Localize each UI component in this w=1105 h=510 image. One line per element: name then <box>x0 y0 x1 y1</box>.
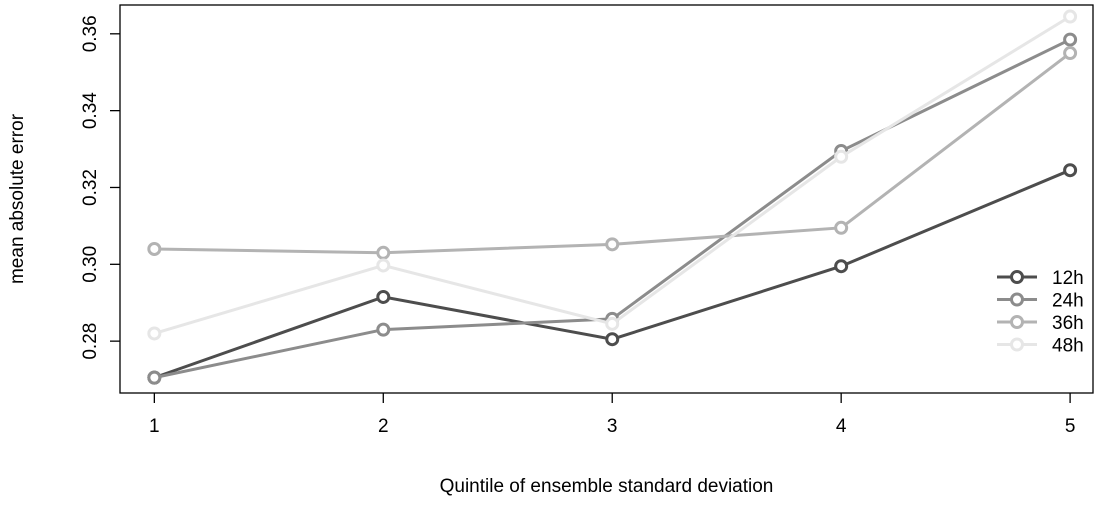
legend-label-48h: 48h <box>1052 336 1084 357</box>
series-line-48h <box>153 15 1071 335</box>
data-point-48h <box>376 258 391 273</box>
legend-marker-48h <box>1010 337 1024 352</box>
data-point-36h <box>376 245 391 260</box>
x-tick-label: 1 <box>149 416 160 437</box>
x-tick-label: 2 <box>378 416 389 437</box>
y-tick-label: 0.34 <box>80 92 101 129</box>
data-point-36h <box>1063 46 1078 61</box>
plot-area: 1 2 3 4 5 0.28 0.30 0.32 0.34 0.36 <box>80 4 1094 437</box>
series-line-12h <box>153 168 1071 380</box>
legend-label-24h: 24h <box>1052 291 1084 312</box>
series-line-36h <box>154 51 1072 255</box>
legend-marker-24h <box>1010 292 1024 307</box>
x-tick-label: 5 <box>1065 416 1076 437</box>
data-point-48h <box>147 326 162 341</box>
data-point-48h <box>1063 9 1078 24</box>
y-tick-label: 0.36 <box>80 15 101 52</box>
data-point-36h <box>605 237 620 252</box>
x-tick-label: 3 <box>607 416 618 437</box>
data-point-12h <box>376 289 391 304</box>
legend-label-12h: 12h <box>1052 268 1084 289</box>
data-point-36h <box>834 220 849 235</box>
legend-marker-12h <box>1010 270 1024 284</box>
y-tick-label: 0.28 <box>80 323 101 360</box>
legend-marker-36h <box>1010 315 1024 329</box>
x-tick-label: 4 <box>836 416 847 437</box>
data-point-24h <box>147 370 162 385</box>
data-point-36h <box>147 241 162 256</box>
data-point-12h <box>1063 163 1078 178</box>
data-point-48h <box>834 149 849 164</box>
data-point-24h <box>376 322 391 337</box>
y-axis-title: mean absolute error <box>7 113 28 284</box>
x-axis-title: Quintile of ensemble standard deviation <box>440 476 774 497</box>
data-point-12h <box>605 332 620 347</box>
legend-label-36h: 36h <box>1052 313 1084 334</box>
data-point-12h <box>834 259 849 274</box>
y-tick-label: 0.32 <box>80 169 101 206</box>
plot-frame <box>119 4 1094 394</box>
data-point-24h <box>1063 32 1078 47</box>
y-tick-label: 0.30 <box>80 246 101 283</box>
data-point-48h <box>605 316 620 331</box>
